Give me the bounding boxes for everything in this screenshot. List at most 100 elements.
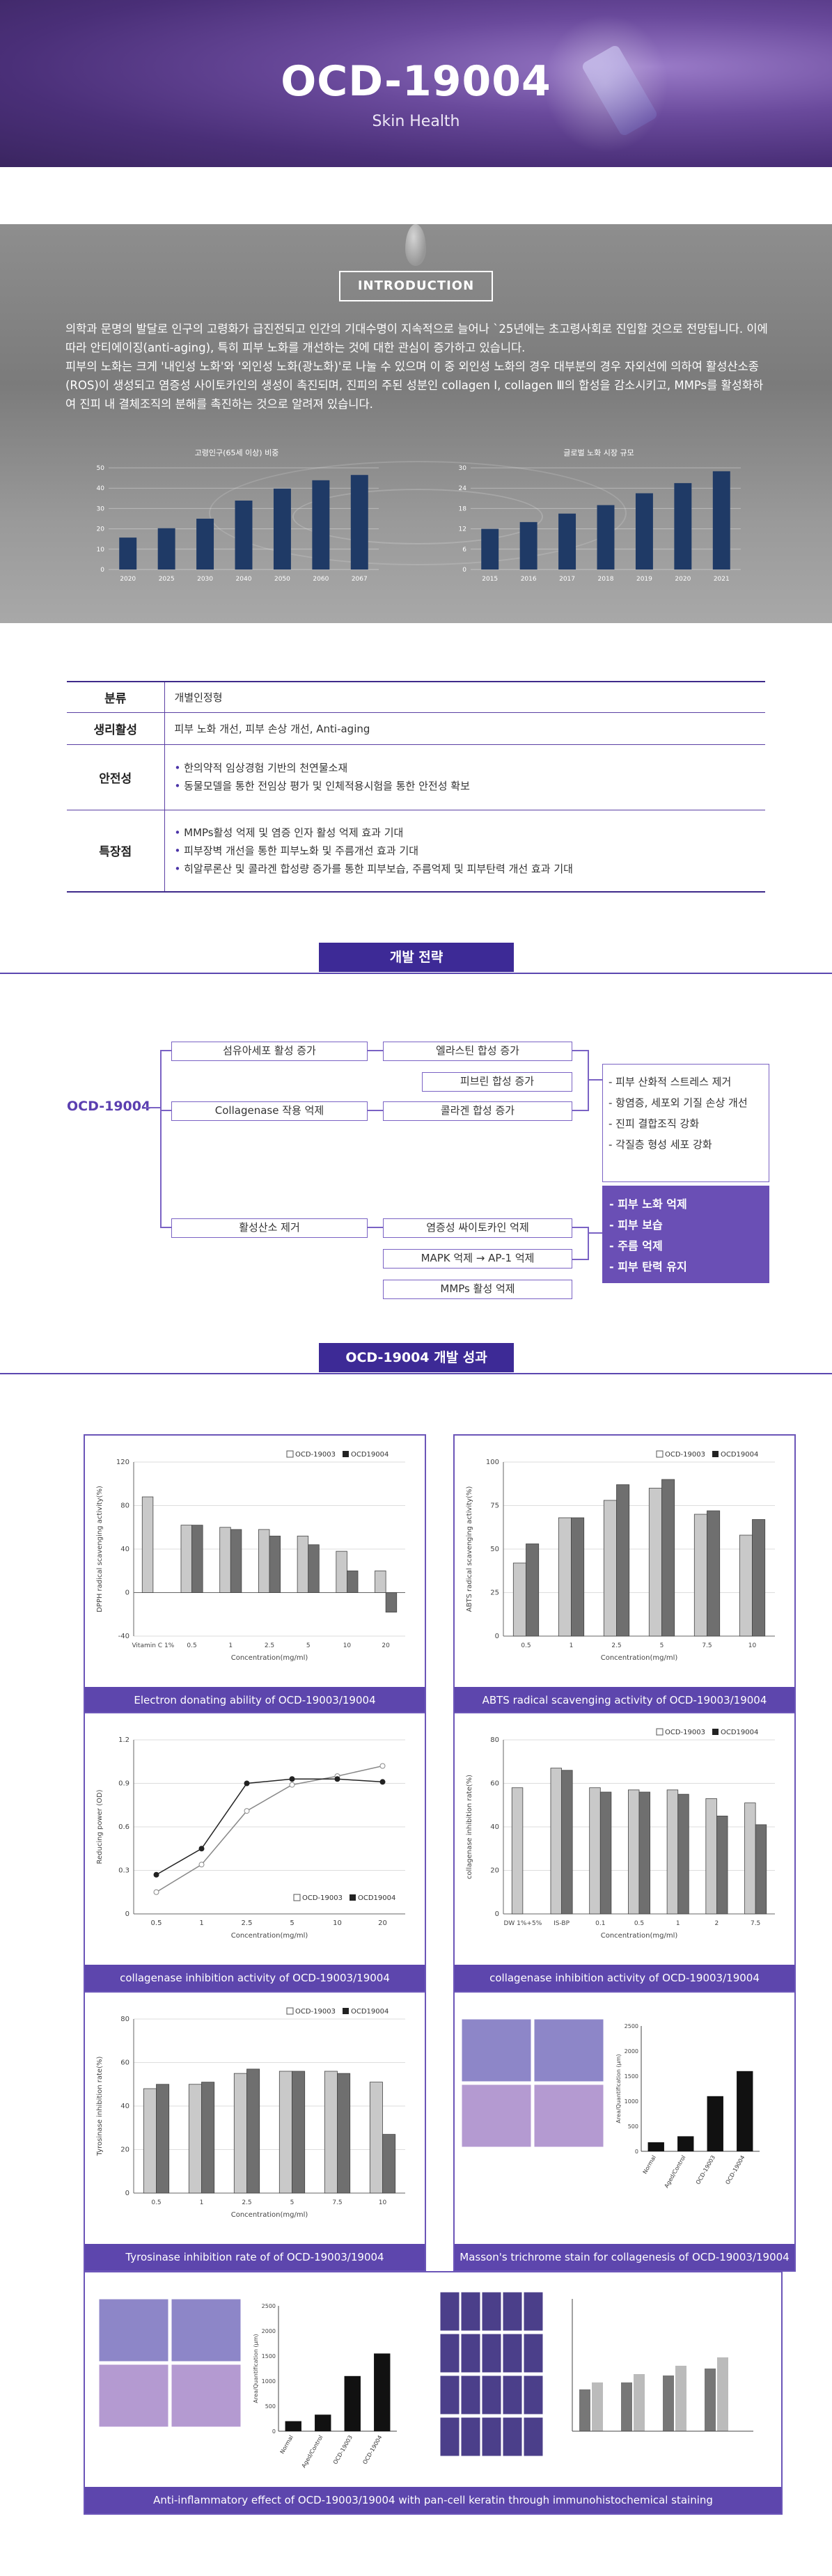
ihc-panel-image [523,2333,544,2373]
tick-label: 20 [490,1867,499,1875]
mechanism-box: Collagenase 작용 억제 [171,1101,368,1121]
bar [627,1789,640,1915]
category-label: OCD-19003 [332,2435,354,2466]
bar [737,2071,753,2151]
anti-inflammatory-figure: 0 500 1000 1500 2000 2500 Area/Quantification … [98,2291,753,2469]
outcome-item: - 피부 탄력 유지 [609,1260,687,1273]
spec-label: 생리활성 [67,712,165,744]
bar [579,2389,590,2431]
tick-label: 80 [120,2016,129,2023]
bar [374,2353,391,2431]
data-point [379,1763,386,1769]
bar [375,1570,386,1593]
bar [616,1484,630,1637]
hero-subtitle: Skin Health [372,113,460,130]
bar [666,1789,679,1915]
strategy-title: 개발 전략 [319,943,514,972]
bar [712,471,730,570]
category-label: 2040 [236,576,252,583]
bar [512,1562,526,1637]
bar [717,2357,728,2431]
result-caption: ABTS radical scavenging activity of OCD-… [455,1687,794,1713]
tick-label: 0.6 [118,1823,129,1831]
bar [674,482,692,570]
section-divider [0,973,832,974]
bar [599,1791,612,1915]
category-label: 7.5 [702,1642,712,1649]
aging-market-chart-svg: 0 6 12 18 24 30 2015 2016 2017 2018 2019 2020 2021 [459,465,741,583]
connector-line [145,1107,162,1108]
connector-line [572,1259,589,1260]
bar [324,2071,338,2194]
data-point [198,1846,205,1852]
connector-line [572,1227,589,1228]
reducing-power-chart: 0 0.3 0.6 0.9 1.2 Reducing power (OD) Concentr… [96,1736,405,1940]
bar [196,519,214,570]
category-label: 2018 [598,576,614,583]
bar [592,2382,603,2431]
bar [119,537,137,570]
tick-label: 50 [97,465,105,472]
data-point [289,1776,295,1782]
masson-figure: 0 500 1000 1500 2000 2500 Area/Quantification … [462,2018,760,2189]
tick-label: -40 [118,1633,129,1640]
tick-label: 0 [495,1910,499,1918]
x-axis-label: Concentration(mg/ml) [601,1932,678,1940]
tick-label: 60 [120,2059,129,2067]
collagenase-chart: 0 20 40 60 80 collagenase inhibition rate(%) C… [466,1728,775,1940]
micrograph-image [171,2364,242,2428]
spec-bullet: 동물모델을 통한 전임상 평가 및 인체적용시험을 통한 안전성 확보 [175,777,756,795]
tick-label: 50 [490,1546,499,1553]
spec-value: 한의약적 임상경험 기반의 천연물소재 동물모델을 통한 전임상 평가 및 인체… [164,744,765,810]
category-label: 2 [715,1920,719,1927]
category-label: 2067 [352,576,368,583]
diagram-root: OCD-19004 [67,1099,151,1114]
tick-label: 10 [97,547,105,553]
bar [285,2421,301,2431]
bar [481,528,499,570]
category-label: IS-BP [554,1920,570,1927]
result-card: 0 20 40 60 80 Tyrosinase inhibition rate(%) Co… [84,1991,426,2272]
effect-box: 콜라겐 합성 증가 [383,1101,572,1121]
category-label: OCD-19004 [724,2155,746,2186]
bar [755,1824,767,1915]
chart-title: 고령인구(65세 이상) 비중 [194,448,279,457]
spec-bullet: 한의약적 임상경험 기반의 천연물소재 [175,759,756,777]
spec-bullet: 피부장벽 개선을 통한 피부노화 및 주름개선 효과 기대 [175,842,756,860]
legend-label: OCD19004 [351,2008,388,2016]
ripple-decoration [292,489,543,544]
bar [297,1535,309,1593]
category-label: OCD-19003 [695,2155,716,2186]
result-caption: collagenase inhibition activity of OCD-1… [455,1965,794,1991]
bar [589,1787,601,1915]
tick-label: 1500 [262,2353,276,2359]
category-label: 2019 [636,576,652,583]
bar [315,2414,331,2431]
tick-label: 60 [490,1780,499,1788]
category-label: 2060 [313,576,329,583]
x-axis-label: Concentration(mg/ml) [231,1654,308,1662]
ihc-panel-image [439,2291,460,2332]
legend-label: OCD-19003 [295,1451,336,1459]
tick-label: 0 [635,2149,638,2155]
tick-label: 0 [495,1633,499,1640]
ihc-panel-image [460,2291,481,2332]
tick-label: 100 [486,1459,499,1466]
bar [558,513,576,570]
connector-line [572,1110,589,1111]
category-label: 10 [343,1642,352,1649]
effect-box: MMPs 활성 억제 [383,1280,572,1299]
bar [156,2084,170,2194]
bar [308,1544,320,1593]
water-drop-image [405,224,426,266]
category-label: 2.5 [242,2199,251,2206]
spec-label: 분류 [67,682,165,712]
legend-swatch [712,1451,719,1457]
bar [246,2068,260,2194]
data-point [244,1808,250,1814]
category-label: 2.5 [611,1642,621,1649]
connector-line [160,1050,162,1228]
effect-item: - 각질층 형성 세포 강화 [609,1138,712,1151]
legend-label: OCD19004 [721,1451,758,1459]
